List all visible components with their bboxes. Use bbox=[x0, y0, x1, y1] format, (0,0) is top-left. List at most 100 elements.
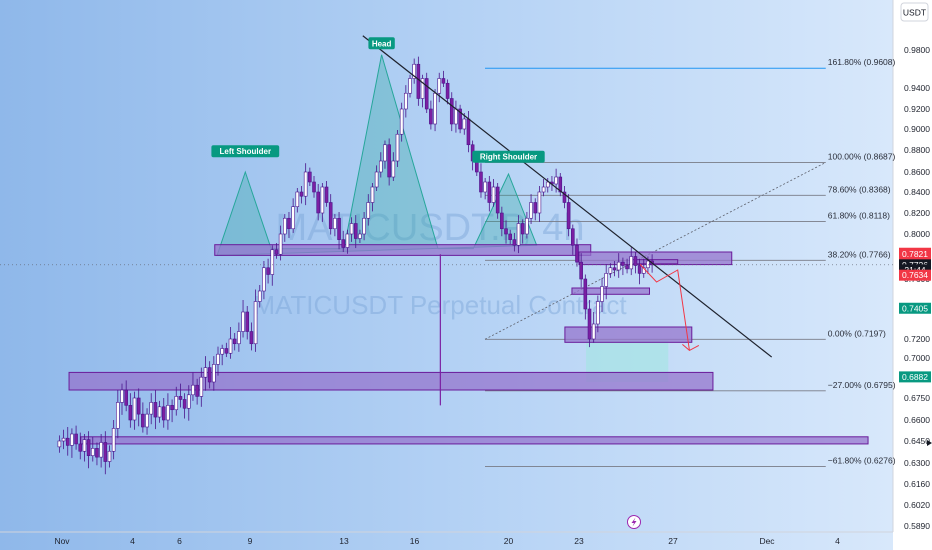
annotation-badge bbox=[472, 150, 545, 163]
candle-body bbox=[78, 443, 83, 452]
currency-button[interactable]: USDT bbox=[900, 2, 929, 22]
fib-level-label: 161.80% (0.9608) bbox=[828, 57, 896, 67]
price-tag bbox=[899, 371, 931, 383]
candle-body bbox=[174, 396, 179, 411]
candle-body bbox=[387, 144, 391, 178]
lightning-icon[interactable] bbox=[627, 515, 641, 529]
price-tag bbox=[899, 269, 931, 281]
candle-body bbox=[458, 108, 462, 130]
projection-arrowhead bbox=[682, 344, 700, 352]
zone-end-marker bbox=[927, 440, 932, 446]
candle-body bbox=[116, 402, 120, 429]
fib-level-label: 78.60% (0.8368) bbox=[828, 184, 891, 194]
candle-body bbox=[571, 228, 575, 246]
support-resistance-zones bbox=[68, 244, 869, 445]
price-tick-label: 0.8400 bbox=[904, 187, 930, 197]
fib-level-label: 100.00% (0.8687) bbox=[828, 151, 896, 161]
candle-body bbox=[612, 267, 617, 271]
candle-body bbox=[537, 191, 542, 214]
fib-level-label: −61.80% (0.6276) bbox=[828, 456, 896, 466]
annotation-badge bbox=[211, 145, 280, 158]
candle-body bbox=[362, 217, 366, 235]
candle-body bbox=[379, 160, 383, 173]
time-tick-label: 13 bbox=[339, 536, 349, 546]
candle-body bbox=[291, 206, 295, 230]
time-tick-label: 9 bbox=[248, 536, 253, 546]
price-tick-label: 0.6020 bbox=[904, 500, 930, 510]
candle-body bbox=[270, 249, 275, 275]
candle-body bbox=[241, 311, 245, 332]
candle-body bbox=[195, 384, 199, 397]
annotation-label: Right Shoulder bbox=[480, 153, 537, 162]
candle-body bbox=[153, 402, 158, 418]
candle-body bbox=[596, 301, 600, 325]
candle-body bbox=[541, 186, 546, 193]
candle-body bbox=[487, 181, 492, 203]
candle-body bbox=[445, 82, 450, 99]
zone-rect bbox=[571, 287, 651, 295]
candle-body bbox=[82, 439, 87, 452]
candle-body bbox=[65, 437, 70, 446]
candle-body bbox=[412, 63, 416, 79]
candle-body bbox=[224, 348, 229, 354]
candle-body bbox=[128, 405, 133, 421]
candle-body bbox=[182, 399, 187, 409]
candle-body bbox=[370, 186, 375, 203]
candle-body bbox=[95, 448, 99, 458]
candle-body bbox=[257, 290, 262, 302]
candle-body bbox=[345, 233, 350, 248]
candle-body bbox=[145, 413, 149, 428]
candle-body bbox=[449, 98, 454, 125]
price-tick-label: 0.6160 bbox=[904, 479, 930, 489]
candle-body bbox=[516, 223, 521, 246]
candles bbox=[57, 56, 654, 475]
candle-body bbox=[166, 405, 170, 421]
candle-body bbox=[420, 78, 425, 99]
candle-body bbox=[220, 348, 224, 355]
candle-body bbox=[416, 63, 421, 99]
price-tick-label: 0.8800 bbox=[904, 145, 930, 155]
zone-rect bbox=[578, 251, 733, 266]
candle-body bbox=[328, 202, 333, 230]
price-tick-label: 0.9000 bbox=[904, 124, 930, 134]
candle-body bbox=[120, 389, 124, 403]
price-tick-label: 0.6450 bbox=[904, 436, 930, 446]
time-tick-label: 4 bbox=[130, 536, 135, 546]
pattern-annotations: Left Shoulder Head Right Shoulder bbox=[211, 37, 545, 163]
candle-body bbox=[545, 181, 550, 188]
time-tick-label: 23 bbox=[574, 536, 584, 546]
candle-body bbox=[216, 353, 220, 365]
candle-body bbox=[228, 338, 233, 354]
candle-body bbox=[579, 261, 583, 280]
candle-body bbox=[575, 244, 579, 263]
candle-body bbox=[566, 202, 571, 230]
price-axis: 0.9800 0.9400 0.9200 0.9000 0.8800 0.8600 0.84… bbox=[899, 45, 932, 531]
projection-path bbox=[639, 264, 690, 351]
candle-body bbox=[283, 217, 287, 235]
price-tag-label: 0.7405 bbox=[902, 303, 928, 313]
price-tick-label: 0.7200 bbox=[904, 334, 930, 344]
annotation-label: Left Shoulder bbox=[220, 147, 272, 156]
candle-body bbox=[232, 338, 237, 345]
candle-body bbox=[266, 267, 270, 275]
candle-body bbox=[303, 171, 308, 197]
candle-body bbox=[99, 442, 103, 458]
candle-body bbox=[308, 171, 312, 183]
symbol-watermark: MATICUSDT.P, 4h bbox=[275, 207, 584, 249]
price-tick-label: 0.6300 bbox=[904, 458, 930, 468]
candle-body bbox=[512, 239, 517, 246]
currency-label: USDT bbox=[903, 8, 926, 18]
candle-body bbox=[295, 191, 300, 207]
candle-body bbox=[253, 301, 258, 345]
candle-body bbox=[637, 265, 642, 274]
candle-body bbox=[483, 181, 487, 193]
time-tick-label: Nov bbox=[54, 536, 70, 546]
time-tick-label: 6 bbox=[177, 536, 182, 546]
candle-body bbox=[404, 92, 408, 110]
candle-body bbox=[437, 78, 442, 94]
candle-body bbox=[203, 367, 208, 378]
candle-body bbox=[103, 442, 108, 462]
candle-body bbox=[554, 176, 558, 185]
candle-body bbox=[558, 176, 563, 193]
